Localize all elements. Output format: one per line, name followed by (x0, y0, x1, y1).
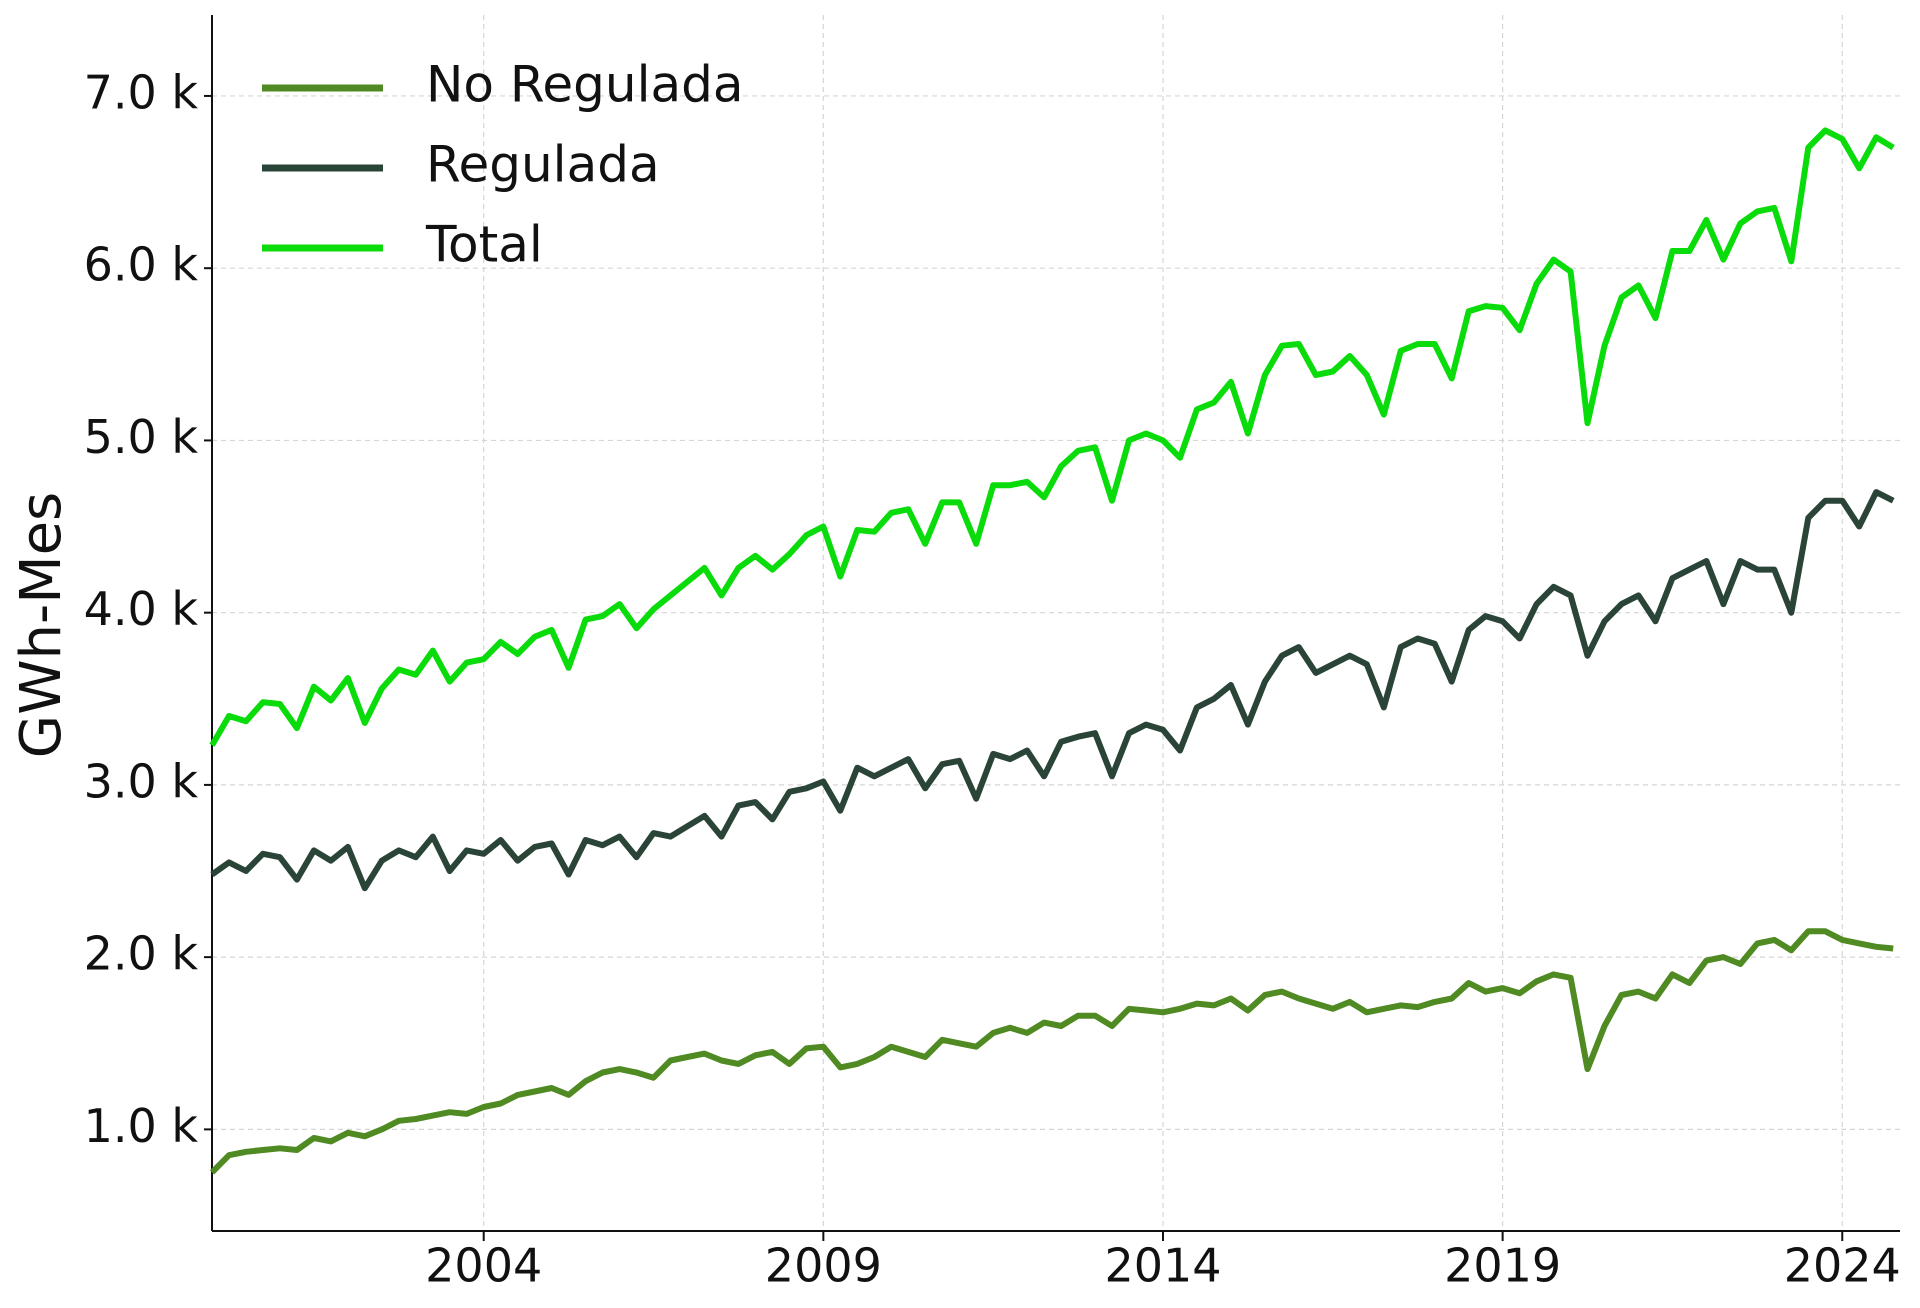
y-tick-label: 3.0 k (84, 754, 199, 808)
series-line (210, 489, 1895, 892)
series-line (209, 928, 1894, 1175)
y-tick-label: 6.0 k (84, 238, 199, 292)
x-tick-label: 2019 (1444, 1239, 1561, 1293)
legend-label: Regulada (426, 136, 660, 194)
x-tick-label: 2024 (1784, 1239, 1901, 1293)
y-tick-label: 1.0 k (84, 1099, 199, 1153)
y-axis-label: GWh-Mes (9, 492, 74, 758)
x-tick-label: 2004 (425, 1239, 542, 1293)
y-tick-label: 7.0 k (84, 65, 199, 119)
y-tick-label: 2.0 k (84, 927, 199, 981)
x-tick-label: 2014 (1104, 1239, 1221, 1293)
legend-label: Total (425, 216, 543, 274)
legend-label: No Regulada (426, 56, 743, 114)
series-line (209, 127, 1895, 747)
y-tick-label: 5.0 k (84, 410, 199, 464)
y-tick-label: 4.0 k (84, 582, 199, 636)
x-tick-label: 2009 (765, 1239, 882, 1293)
